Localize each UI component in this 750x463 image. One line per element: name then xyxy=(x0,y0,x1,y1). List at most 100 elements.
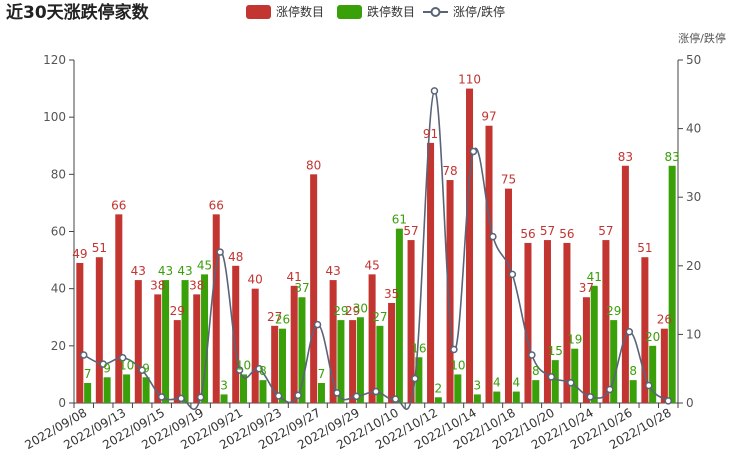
data-label-fall: 41 xyxy=(587,270,602,284)
data-label-rise: 29 xyxy=(170,304,185,318)
ratio-point xyxy=(274,392,283,400)
bar-rise-limit xyxy=(95,257,103,403)
ratio-point xyxy=(528,351,536,359)
bar-fall-limit xyxy=(259,380,267,403)
legend-label: 涨停数目 xyxy=(276,4,324,19)
ratio-point xyxy=(664,397,673,405)
bar-fall-limit xyxy=(434,397,442,403)
data-label-rise: 66 xyxy=(209,198,224,212)
data-label-rise: 51 xyxy=(92,241,107,255)
bar-fall-limit xyxy=(395,228,403,403)
y-left-tick-label: 60 xyxy=(51,225,66,239)
bar-rise-limit xyxy=(154,294,162,403)
data-label-rise: 66 xyxy=(111,198,126,212)
bar-fall-limit xyxy=(278,328,286,403)
bar-rise-limit xyxy=(427,142,435,403)
data-label-fall: 29 xyxy=(606,304,621,318)
data-label-rise: 78 xyxy=(442,164,457,178)
ratio-point xyxy=(177,394,185,403)
data-label-fall: 2 xyxy=(435,381,443,395)
bar-fall-limit xyxy=(356,317,364,403)
bar-fall-limit xyxy=(493,391,501,403)
data-label-rise: 26 xyxy=(657,313,672,327)
bar-fall-limit xyxy=(376,325,384,403)
data-label-fall: 43 xyxy=(158,264,173,278)
bar-fall-limit xyxy=(512,391,520,403)
data-label-fall: 83 xyxy=(665,150,680,164)
bar-rise-limit xyxy=(368,274,376,403)
data-label-rise: 57 xyxy=(540,224,555,238)
bar-rise-limit xyxy=(193,294,201,403)
legend-line-marker xyxy=(430,7,441,17)
bar-fall-limit xyxy=(629,380,637,403)
data-label-rise: 48 xyxy=(228,250,243,264)
ratio-point xyxy=(489,232,497,241)
data-label-rise: 40 xyxy=(248,273,263,287)
data-label-fall: 43 xyxy=(177,264,192,278)
bar-fall-limit xyxy=(532,380,540,403)
data-label-fall: 19 xyxy=(567,333,582,347)
bar-rise-limit xyxy=(563,242,571,403)
y-right-axis-title: 涨停/跌停 xyxy=(678,31,726,45)
data-label-rise: 43 xyxy=(131,264,146,278)
y-left-tick-label: 40 xyxy=(51,282,66,296)
data-label-fall: 45 xyxy=(197,258,212,272)
bar-rise-limit xyxy=(232,265,240,403)
data-label-fall: 10 xyxy=(450,358,465,372)
ratio-line xyxy=(79,87,673,410)
bar-fall-limit xyxy=(181,280,189,403)
ratio-point xyxy=(391,395,400,403)
bar-fall-limit xyxy=(201,274,209,403)
ratio-point xyxy=(411,374,419,383)
ratio-point xyxy=(450,345,458,354)
data-label-fall: 15 xyxy=(548,344,563,358)
bar-fall-limit xyxy=(84,382,92,403)
bar-fall-limit xyxy=(142,377,150,403)
bar-fall-limit xyxy=(337,320,345,403)
bar-rise-limit xyxy=(582,297,590,403)
bar-fall-limit xyxy=(590,285,598,403)
ratio-point xyxy=(294,391,302,400)
legend-item-2: 跌停数目 xyxy=(337,4,415,19)
data-label-rise: 57 xyxy=(598,224,613,238)
ratio-point xyxy=(567,379,575,387)
data-label-fall: 16 xyxy=(411,341,426,355)
data-label-fall: 26 xyxy=(275,313,290,327)
data-label-rise: 80 xyxy=(306,158,321,172)
data-label-fall: 8 xyxy=(532,364,540,378)
bar-rise-limit xyxy=(446,180,454,403)
data-label-rise: 56 xyxy=(559,227,574,241)
bar-rise-limit xyxy=(466,88,474,403)
data-label-rise: 110 xyxy=(458,73,481,87)
ratio-point xyxy=(99,360,107,368)
bar-fall-limit xyxy=(571,348,579,403)
y-right-tick-label: 50 xyxy=(686,53,701,67)
bar-rise-limit xyxy=(543,240,551,403)
ratio-point xyxy=(313,320,322,329)
ratio-point xyxy=(196,393,205,401)
data-label-rise: 43 xyxy=(325,264,340,278)
bar-rise-limit xyxy=(388,302,396,403)
bars xyxy=(76,88,676,403)
ratio-line-path xyxy=(83,90,669,410)
bar-fall-limit xyxy=(103,377,111,403)
data-label-fall: 9 xyxy=(142,361,150,375)
bar-rise-limit xyxy=(621,165,629,403)
bar-fall-limit xyxy=(551,360,559,403)
bar-fall-limit xyxy=(298,297,306,403)
bar-rise-limit xyxy=(290,285,298,403)
legend-item-1: 涨停数目 xyxy=(246,4,324,19)
ratio-point xyxy=(430,87,439,95)
data-label-rise: 35 xyxy=(384,287,399,301)
bar-rise-limit xyxy=(134,280,142,403)
legend-label: 涨停/跌停 xyxy=(453,4,505,19)
bar-fall-limit xyxy=(415,357,423,403)
data-label-fall: 10 xyxy=(119,358,134,372)
ratio-point xyxy=(118,353,127,362)
data-label-fall: 30 xyxy=(353,301,368,315)
ratio-point xyxy=(216,248,224,256)
data-label-rise: 91 xyxy=(423,127,438,141)
ratio-point xyxy=(138,366,146,374)
bar-fall-limit xyxy=(317,382,325,403)
ratio-point xyxy=(606,385,614,394)
